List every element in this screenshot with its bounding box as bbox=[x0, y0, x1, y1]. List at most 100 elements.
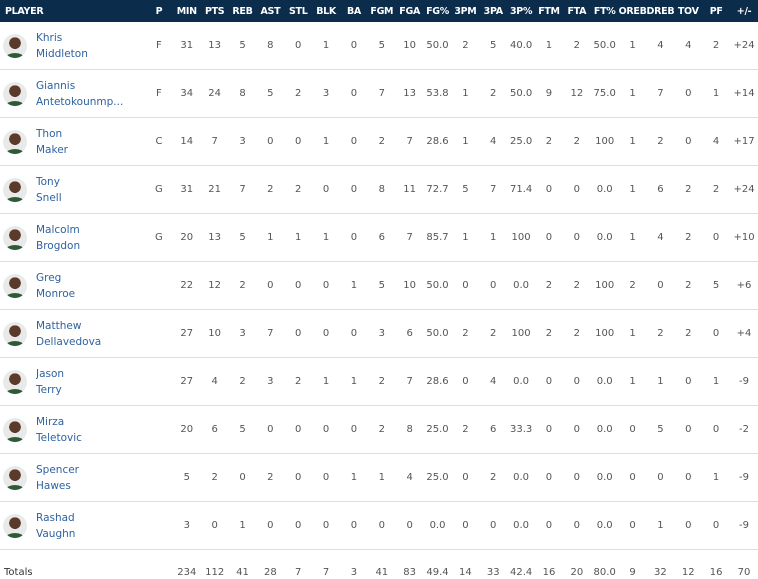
stat-pf: 0 bbox=[702, 309, 731, 358]
stat-stl: 0 bbox=[284, 22, 313, 70]
player-avatar[interactable] bbox=[3, 81, 27, 106]
stat-tov: 0 bbox=[674, 117, 703, 166]
column-header-3p-[interactable]: 3P% bbox=[507, 0, 536, 22]
stat-pf: 2 bbox=[702, 22, 731, 70]
stat-oreb: 1 bbox=[618, 69, 647, 118]
stat-ft-: 0.0 bbox=[590, 165, 619, 214]
player-cell: Rashad Vaughn bbox=[0, 501, 145, 550]
player-avatar[interactable] bbox=[3, 273, 27, 298]
stat-pts: 0 bbox=[200, 501, 229, 550]
stat-fg-: 50.0 bbox=[423, 261, 452, 310]
player-last-name: Snell bbox=[36, 191, 62, 204]
column-header--[interactable]: +/- bbox=[730, 0, 758, 22]
player-last-name: Terry bbox=[36, 383, 62, 396]
player-avatar[interactable] bbox=[3, 321, 27, 346]
player-avatar[interactable] bbox=[3, 33, 27, 58]
column-header-3pa[interactable]: 3PA bbox=[479, 0, 508, 22]
player-row: Khris Middleton F 31 13 5 8 0 1 0 5 10 50.0 2 5 40.0 1 2 5… bbox=[0, 22, 758, 70]
total-ast: 28 bbox=[264, 567, 277, 578]
stat-3p-: 0.0 bbox=[507, 453, 536, 502]
stat--: +24 bbox=[730, 165, 758, 214]
total-tov: 12 bbox=[681, 567, 695, 578]
stat-fga: 6 bbox=[395, 309, 424, 358]
stat-ba: 0 bbox=[340, 501, 368, 550]
stat--: +17 bbox=[730, 117, 758, 166]
stat-3pa: 2 bbox=[479, 309, 508, 358]
total-min: 234 bbox=[177, 567, 197, 578]
stat-3pa: 2 bbox=[479, 453, 508, 502]
player-name-link[interactable]: Rashad Vaughn bbox=[36, 510, 136, 542]
player-name-link[interactable]: Tony Snell bbox=[36, 174, 136, 206]
player-name-link[interactable]: Mirza Teletovic bbox=[36, 414, 136, 446]
player-row: Tony Snell G 31 21 7 2 2 0 0 8 11 72.7 5 7 71.4 0 0 0.0 1 6 2… bbox=[0, 165, 758, 214]
stat-fgm: 2 bbox=[367, 405, 396, 454]
column-header-p[interactable]: P bbox=[145, 0, 173, 22]
column-header-tov[interactable]: TOV bbox=[674, 0, 703, 22]
total-reb: 41 bbox=[236, 567, 249, 578]
player-name-link[interactable]: Greg Monroe bbox=[36, 270, 136, 302]
stat-pts: 12 bbox=[200, 261, 229, 310]
column-header-ft-[interactable]: FT% bbox=[590, 0, 619, 22]
player-name-link[interactable]: Khris Middleton bbox=[36, 30, 136, 62]
stat-ftm: 9 bbox=[535, 69, 563, 118]
player-first-name: Rashad bbox=[36, 511, 75, 524]
stat--: +6 bbox=[730, 261, 758, 310]
player-name-link[interactable]: Giannis Antetokounmp... bbox=[36, 78, 136, 110]
player-name-link[interactable]: Thon Maker bbox=[36, 126, 136, 158]
column-header-oreb[interactable]: OREB bbox=[618, 0, 647, 22]
player-avatar[interactable] bbox=[3, 417, 27, 442]
player-avatar[interactable] bbox=[3, 513, 27, 538]
player-cell: Khris Middleton bbox=[0, 22, 145, 70]
stat-fta: 12 bbox=[562, 69, 591, 118]
player-first-name: Khris bbox=[36, 31, 63, 44]
column-header-pf[interactable]: PF bbox=[702, 0, 731, 22]
column-header-fga[interactable]: FGA bbox=[395, 0, 424, 22]
stat-3p-: 0.0 bbox=[507, 261, 536, 310]
column-header-ba[interactable]: BA bbox=[340, 0, 368, 22]
player-first-name: Jason bbox=[36, 367, 65, 380]
stat-stl: 2 bbox=[284, 357, 313, 406]
column-header-ast[interactable]: AST bbox=[256, 0, 285, 22]
player-avatar[interactable] bbox=[3, 225, 27, 250]
player-avatar[interactable] bbox=[3, 177, 27, 202]
player-avatar[interactable] bbox=[3, 465, 27, 490]
stat-ft-: 100 bbox=[590, 261, 619, 310]
stat-blk: 1 bbox=[312, 22, 341, 70]
column-header-pts[interactable]: PTS bbox=[200, 0, 229, 22]
stat-ft-: 75.0 bbox=[590, 69, 619, 118]
column-header-player[interactable]: PLAYER bbox=[0, 0, 145, 22]
player-name-link[interactable]: Spencer Hawes bbox=[36, 462, 136, 494]
total-3p-: 42.4 bbox=[509, 567, 533, 578]
column-header-min[interactable]: MIN bbox=[172, 0, 201, 22]
stat-3pa: 7 bbox=[479, 165, 508, 214]
column-header-dreb[interactable]: DREB bbox=[646, 0, 675, 22]
player-avatar[interactable] bbox=[3, 369, 27, 394]
player-cell: Giannis Antetokounmp... bbox=[0, 69, 145, 118]
column-header-fgm[interactable]: FGM bbox=[367, 0, 396, 22]
player-name-link[interactable]: Jason Terry bbox=[36, 366, 136, 398]
column-header-stl[interactable]: STL bbox=[284, 0, 313, 22]
stat-tov: 0 bbox=[674, 357, 703, 406]
player-name-link[interactable]: Malcolm Brogdon bbox=[36, 222, 136, 254]
column-header-reb[interactable]: REB bbox=[228, 0, 257, 22]
stat--: -9 bbox=[730, 357, 758, 406]
stat-3p-: 50.0 bbox=[507, 69, 536, 118]
column-header-3pm[interactable]: 3PM bbox=[451, 0, 480, 22]
stat-3pa: 6 bbox=[479, 405, 508, 454]
player-cell: Tony Snell bbox=[0, 165, 145, 214]
player-cell: Thon Maker bbox=[0, 117, 145, 166]
player-avatar[interactable] bbox=[3, 129, 27, 154]
total--: 70 bbox=[737, 567, 751, 578]
column-header-ftm[interactable]: FTM bbox=[535, 0, 563, 22]
stat-fgm: 0 bbox=[367, 501, 396, 550]
stat-3pa: 4 bbox=[479, 117, 508, 166]
stat-fga: 10 bbox=[395, 22, 424, 70]
player-name-link[interactable]: Matthew Dellavedova bbox=[36, 318, 136, 350]
column-header-blk[interactable]: BLK bbox=[312, 0, 341, 22]
column-header-fta[interactable]: FTA bbox=[562, 0, 591, 22]
stat-fg-: 0.0 bbox=[423, 501, 452, 550]
column-header-fg-[interactable]: FG% bbox=[423, 0, 452, 22]
stat-dreb: 4 bbox=[646, 213, 675, 262]
stat-stl: 2 bbox=[284, 69, 313, 118]
player-row: Malcolm Brogdon G 20 13 5 1 1 1 0 6 7 85.7 1 1 100 0 0 0.0… bbox=[0, 213, 758, 262]
